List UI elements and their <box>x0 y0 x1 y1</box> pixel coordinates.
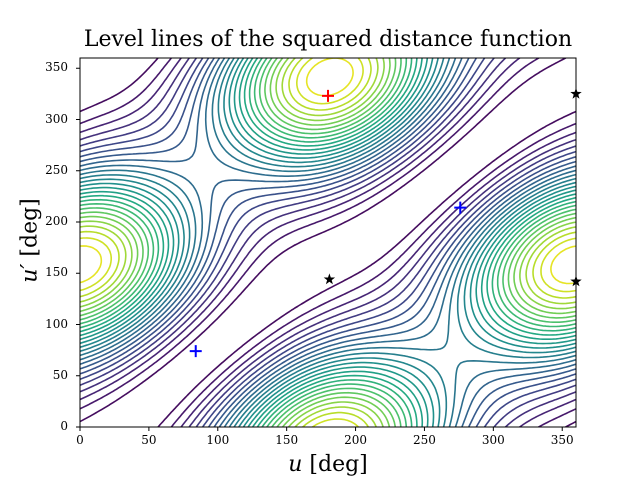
contour-level <box>80 58 576 427</box>
y-tick-label: 100 <box>45 316 68 331</box>
contour-level <box>80 58 576 427</box>
y-axis-unit: [deg] <box>17 198 43 264</box>
minimum-plus-marker <box>454 201 467 214</box>
contour-level <box>80 58 576 427</box>
x-tick-label: 50 <box>141 433 157 447</box>
y-tick-label: 200 <box>45 214 68 228</box>
x-tick-label: 200 <box>344 433 367 447</box>
contour-level <box>80 58 576 427</box>
y-tick-label: 300 <box>45 111 68 126</box>
saddle-star-marker <box>323 273 336 285</box>
contour-level <box>80 58 576 427</box>
x-axis-variable: u <box>288 452 303 477</box>
contour-level <box>80 58 576 427</box>
contour-level <box>80 58 576 427</box>
contour-level <box>80 58 576 427</box>
x-tick-label: 0 <box>76 433 84 447</box>
y-tick-label: 150 <box>45 265 68 280</box>
contour-level <box>80 58 576 427</box>
contour-level <box>80 58 576 427</box>
contour-level <box>80 58 576 285</box>
y-tick-label: 50 <box>52 367 68 382</box>
contour-level <box>80 58 576 427</box>
contour-level <box>80 58 576 427</box>
contour-level <box>80 58 576 427</box>
minimum-plus-marker <box>189 345 202 358</box>
contour-level <box>80 58 576 427</box>
contour-level <box>80 58 576 427</box>
contour-level <box>80 58 576 427</box>
contour-level <box>80 58 576 427</box>
maximum-plus-marker <box>322 89 334 102</box>
contour-lines <box>80 58 576 427</box>
x-axis-label: u [deg] <box>80 452 576 477</box>
contour-level <box>80 58 576 427</box>
y-tick-label: 350 <box>45 60 68 75</box>
contour-level <box>80 58 576 427</box>
contour-level <box>80 58 576 427</box>
x-tick-label: 100 <box>206 433 230 447</box>
contour-level <box>80 58 576 427</box>
contour-level <box>80 58 576 427</box>
x-tick-label: 150 <box>275 433 299 447</box>
contour-level <box>80 58 576 427</box>
chart-title: Level lines of the squared distance func… <box>83 27 573 52</box>
x-tick-label: 250 <box>412 433 436 447</box>
y-tick-label: 0 <box>60 419 68 433</box>
x-tick-label: 300 <box>481 433 505 447</box>
contour-level <box>80 58 576 427</box>
y-tick-label: 250 <box>45 162 68 177</box>
x-axis-unit: [deg] <box>302 452 368 477</box>
x-tick-label: 350 <box>550 433 574 447</box>
axis-ticks <box>76 67 563 431</box>
contour-level <box>80 58 576 427</box>
plot-frame <box>79 57 577 428</box>
